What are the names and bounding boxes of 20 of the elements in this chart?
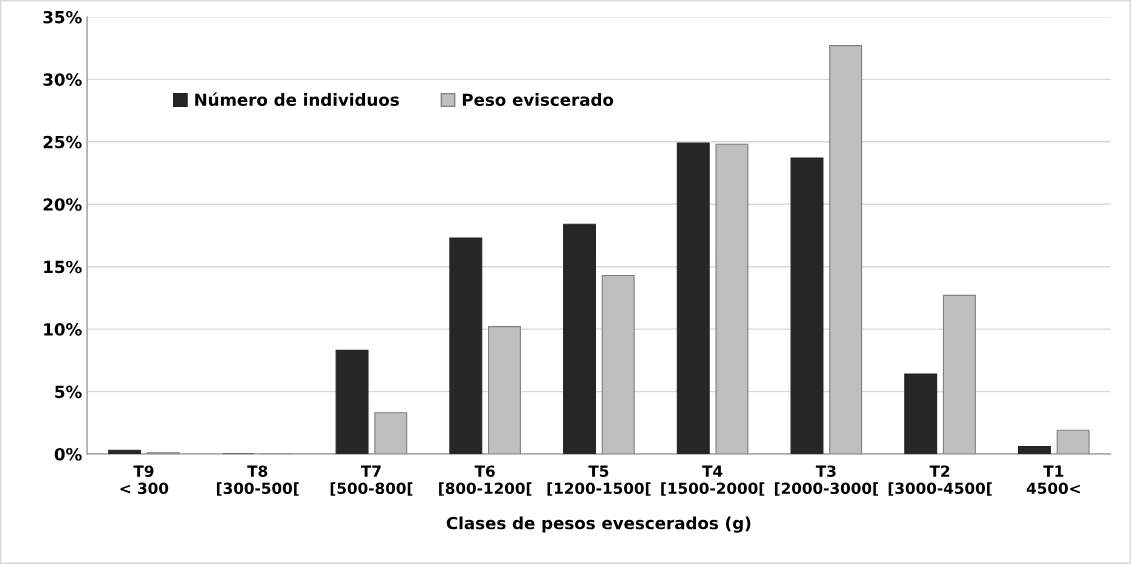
x-tick-label: T9 < 300 — [120, 465, 169, 495]
y-tick-label: 25% — [43, 135, 82, 149]
x-tick-label: T4 [1500-2000[ — [661, 465, 765, 496]
x-tick-label: T8 [300-500[ — [216, 465, 299, 496]
x-tick-label: T1 4500< — [1026, 465, 1080, 495]
y-tick-label: 10% — [44, 323, 82, 336]
y-tick-label: 30% — [43, 73, 82, 86]
x-tick-label: T5 [1200-1500[ — [547, 465, 651, 496]
y-tick-label: 35% — [43, 10, 82, 24]
legend-label: Peso eviscerado — [462, 93, 614, 107]
y-tick-label: 5% — [55, 385, 82, 399]
x-axis-title: Clases de pesos evescerados (g) — [446, 516, 751, 533]
y-tick-label: 0% — [54, 447, 82, 461]
x-tick-label: T7 [500-800[ — [330, 465, 413, 496]
x-tick-label: T2 [3000-4500[ — [888, 465, 992, 496]
x-tick-label: T3 [2000-3000[ — [774, 465, 878, 496]
legend-label: Número de individuos — [195, 92, 399, 107]
y-tick-label: 15% — [44, 260, 82, 274]
y-tick-label: 20% — [43, 198, 82, 211]
x-tick-label: T6 [800-1200[ — [439, 465, 532, 496]
